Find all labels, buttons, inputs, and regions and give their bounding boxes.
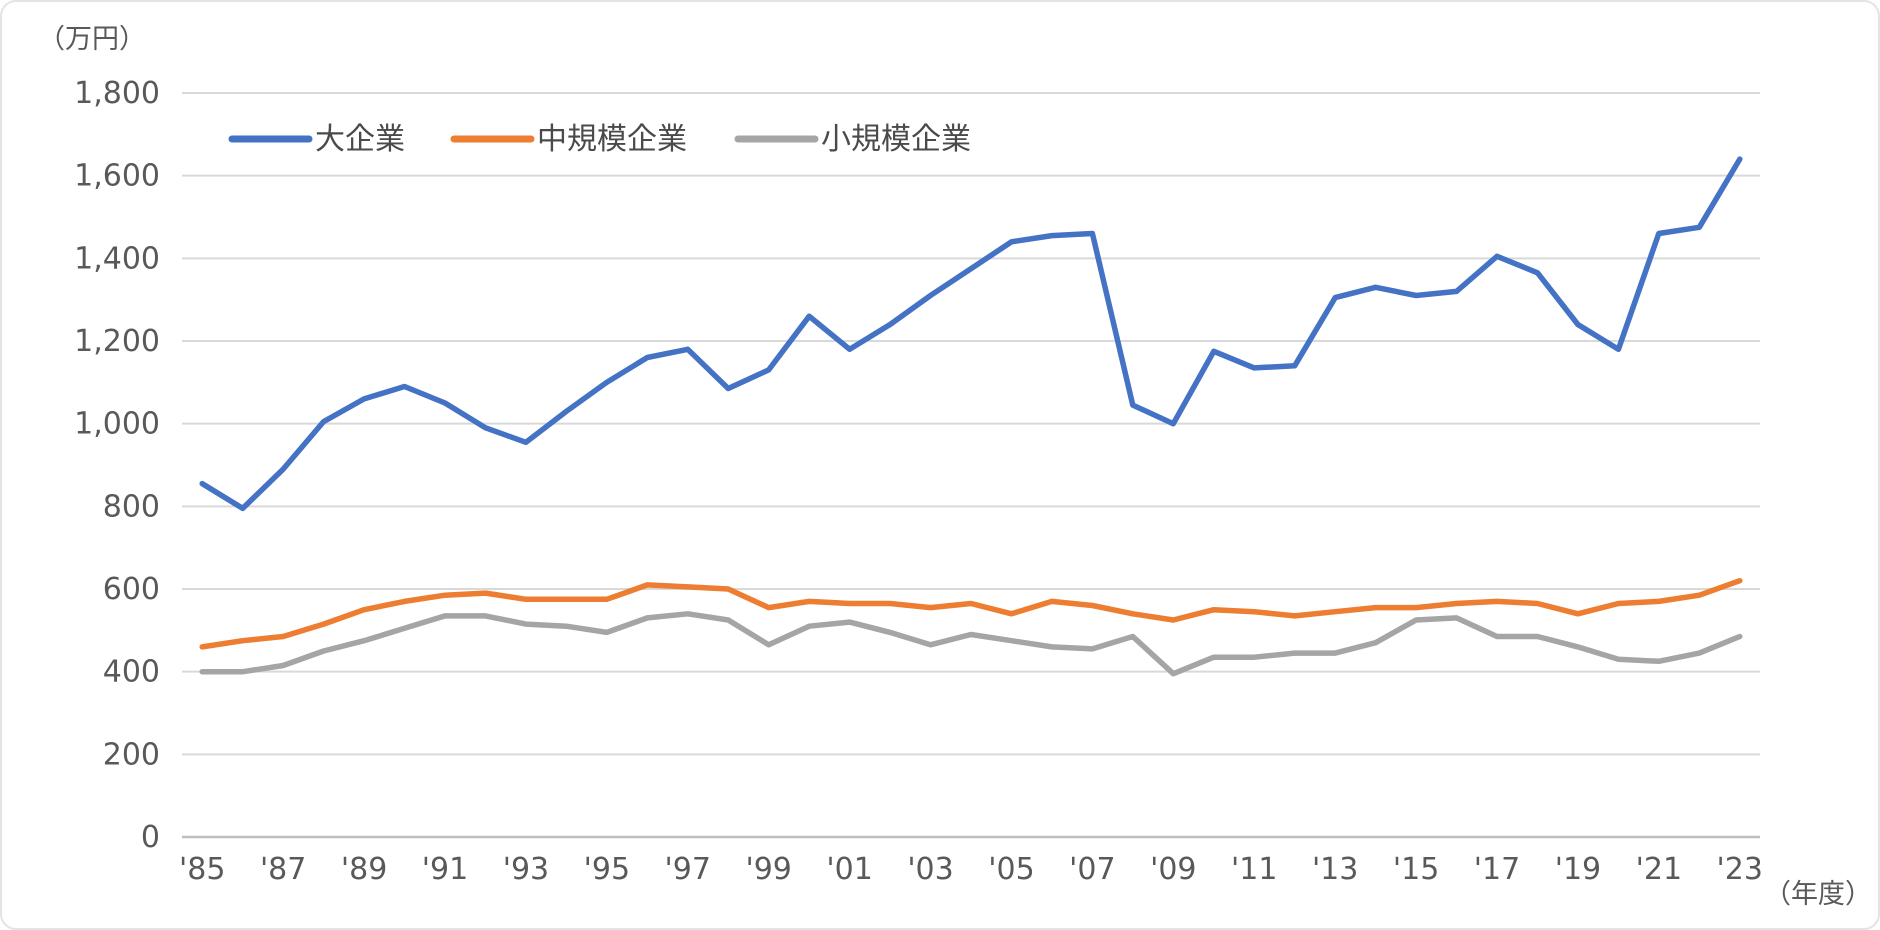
y-tick-label: 400 bbox=[103, 655, 160, 690]
y-tick-label: 800 bbox=[103, 489, 160, 524]
y-tick-label: 200 bbox=[103, 737, 160, 772]
y-tick-label: 1,400 bbox=[74, 241, 160, 276]
x-tick-label: '11 bbox=[1231, 852, 1277, 887]
x-tick-label: '19 bbox=[1555, 852, 1601, 887]
x-tick-label: '23 bbox=[1717, 852, 1763, 887]
x-tick-label: '15 bbox=[1393, 852, 1439, 887]
x-tick-label: '85 bbox=[179, 852, 225, 887]
legend-label: 中規模企業 bbox=[537, 122, 687, 157]
series-line-medium-companies bbox=[199, 577, 1743, 650]
x-tick-label: '21 bbox=[1636, 852, 1682, 887]
x-tick-label: '17 bbox=[1474, 852, 1520, 887]
x-tick-label: '13 bbox=[1312, 852, 1358, 887]
x-tick-label: '03 bbox=[907, 852, 953, 887]
y-tick-label: 1,800 bbox=[74, 76, 160, 111]
x-tick-label: '99 bbox=[745, 852, 791, 887]
series-lines bbox=[199, 156, 1743, 677]
y-tick-label: 0 bbox=[141, 820, 160, 855]
x-tick-label: '87 bbox=[260, 852, 306, 887]
x-axis-tick-labels: '85 '87 '89 '91 '93 '95 '97 '99 '01 '03 '05 '07 '09 '… bbox=[179, 852, 1763, 887]
x-tick-label: '91 bbox=[422, 852, 468, 887]
legend-label: 小規模企業 bbox=[821, 122, 971, 157]
y-tick-label: 600 bbox=[103, 572, 160, 607]
legend-item-small-companies: 小規模企業 bbox=[734, 122, 971, 157]
x-tick-label: '07 bbox=[1069, 852, 1115, 887]
series-line-large-companies bbox=[199, 156, 1743, 512]
x-tick-label: '09 bbox=[1150, 852, 1196, 887]
y-axis-tick-labels: 1,800 1,600 1,400 1,200 1,000 800 600 400 200 0 bbox=[74, 76, 160, 855]
legend-item-medium-companies: 中規模企業 bbox=[450, 122, 687, 157]
gridlines bbox=[182, 92, 1760, 839]
series-line-small-companies bbox=[199, 611, 1743, 677]
y-tick-label: 1,200 bbox=[74, 324, 160, 359]
y-tick-label: 1,000 bbox=[74, 407, 160, 442]
x-tick-label: '93 bbox=[503, 852, 549, 887]
legend-item-large-companies: 大企業 bbox=[228, 122, 405, 157]
x-tick-label: '01 bbox=[826, 852, 872, 887]
x-tick-label: '89 bbox=[341, 852, 387, 887]
x-tick-label: '95 bbox=[584, 852, 630, 887]
y-tick-label: 1,600 bbox=[74, 159, 160, 194]
y-axis-unit-label: （万円） bbox=[38, 24, 146, 55]
x-tick-label: '97 bbox=[665, 852, 711, 887]
legend-label: 大企業 bbox=[315, 122, 405, 157]
chart-legend: 大企業 中規模企業 小規模企業 bbox=[228, 122, 971, 157]
x-tick-label: '05 bbox=[988, 852, 1034, 887]
x-axis-unit-label: （年度） bbox=[1764, 879, 1872, 910]
